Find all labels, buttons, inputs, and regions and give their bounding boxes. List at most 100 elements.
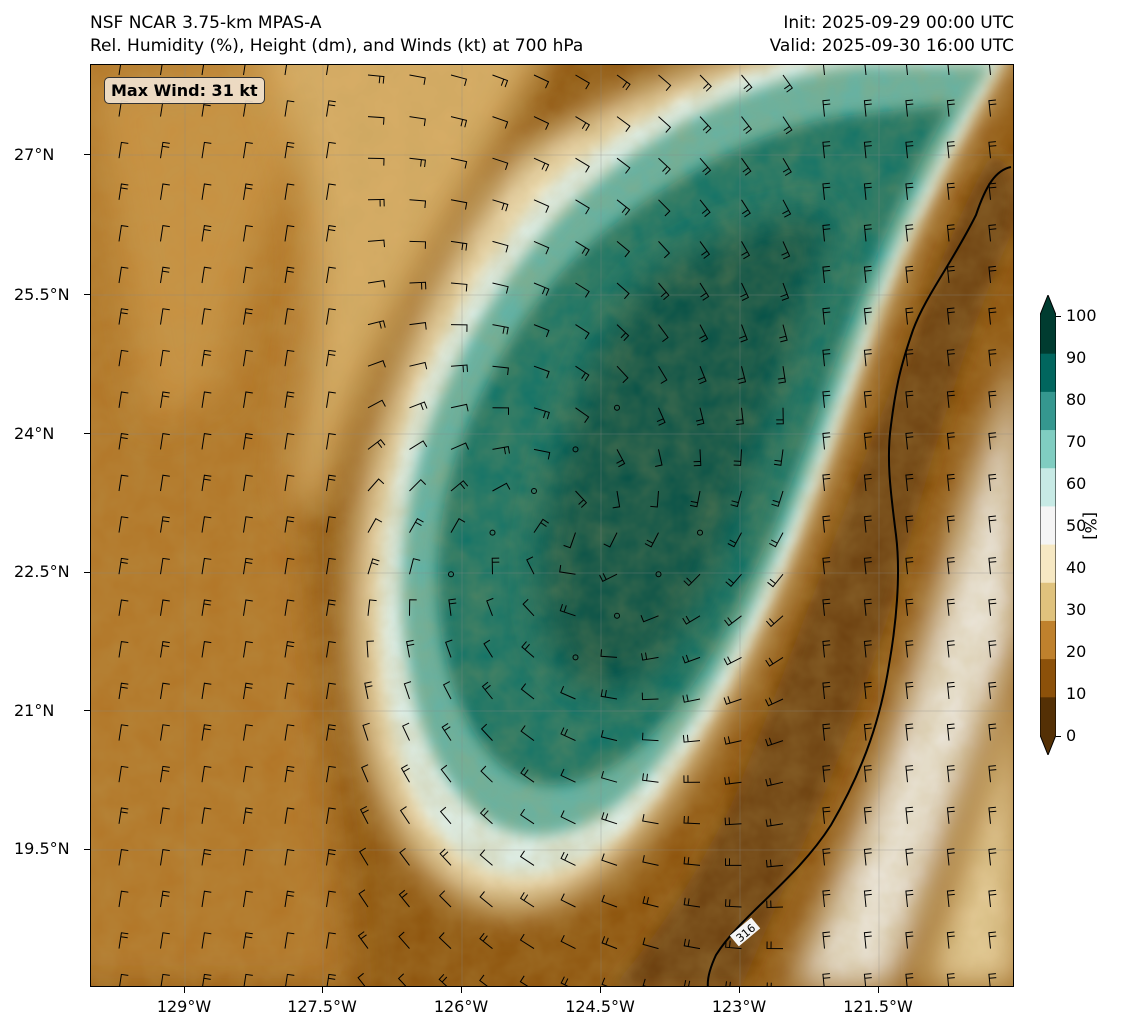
wind-barb	[201, 724, 212, 741]
wind-barb	[822, 806, 831, 824]
wind-barb	[118, 849, 129, 866]
height-contour-316	[706, 166, 1012, 986]
wind-barb	[864, 65, 867, 76]
wind-barb	[284, 807, 295, 824]
wind-barb	[863, 723, 872, 741]
wind-barb	[445, 639, 453, 658]
colorbar-tick-label: 60	[1066, 474, 1087, 493]
wind-barb	[243, 724, 253, 741]
wind-barb	[118, 349, 129, 367]
wind-barb	[491, 557, 500, 575]
calm-wind-marker	[448, 571, 454, 578]
wind-barb	[822, 557, 831, 575]
wind-barb	[362, 722, 370, 741]
wind-barb	[779, 324, 788, 343]
wind-barb	[781, 241, 791, 260]
colorbar-segment	[1040, 658, 1056, 698]
wind-barb	[988, 432, 997, 450]
wind-barb	[988, 931, 997, 949]
wind-barb	[559, 564, 576, 575]
colorbar-extend-min	[1040, 735, 1056, 755]
wind-barb	[284, 682, 295, 700]
wind-barb	[526, 556, 535, 575]
wind-barb	[782, 116, 793, 135]
wind-barb	[616, 241, 631, 258]
wind-barb	[326, 100, 336, 117]
wind-barb	[479, 807, 493, 825]
wind-barb	[243, 932, 253, 949]
wind-barb	[822, 224, 831, 242]
wind-barb	[640, 615, 659, 623]
wind-barb	[905, 557, 914, 575]
wind-barb	[683, 938, 701, 950]
wind-barb	[480, 765, 493, 783]
colorbar-segment	[1040, 315, 1056, 354]
wind-barb	[520, 808, 535, 825]
wind-barb	[160, 641, 170, 658]
wind-barb	[699, 282, 710, 301]
wind-barb	[822, 640, 831, 658]
wind-barb	[905, 598, 914, 616]
wind-barb	[326, 849, 336, 866]
wind-barb	[988, 65, 991, 76]
title-valid-time: Valid: 2025-09-30 16:00 UTC	[769, 36, 1014, 56]
wind-barb	[201, 308, 212, 325]
wind-barb	[284, 266, 295, 284]
calm-wind-marker	[697, 529, 703, 536]
wind-barb	[560, 685, 576, 700]
wind-barb	[616, 157, 631, 174]
wind-barb	[724, 615, 742, 627]
wind-barb	[438, 973, 448, 986]
wind-barb	[733, 449, 742, 466]
wind-barb	[822, 65, 825, 76]
wind-barb	[601, 812, 618, 825]
calm-wind-marker	[531, 488, 537, 494]
lat-tick	[84, 433, 90, 434]
wind-barb	[326, 724, 336, 741]
wind-barb	[600, 729, 618, 742]
wind-barb	[533, 74, 550, 89]
wind-barb	[905, 640, 914, 658]
lat-label-22-5n: 22.5°N	[14, 562, 70, 581]
wind-barb	[326, 349, 336, 367]
wind-barb	[766, 941, 784, 950]
wind-barb	[656, 407, 666, 426]
wind-barb	[409, 116, 426, 127]
lon-label-126w: 126°W	[433, 997, 489, 1016]
wind-barb	[988, 681, 997, 700]
wind-barb	[988, 557, 997, 575]
wind-barb	[655, 449, 663, 467]
wind-barb	[361, 764, 369, 783]
wind-barb	[822, 349, 831, 367]
wind-barb	[367, 280, 386, 288]
wind-barb	[440, 764, 452, 783]
wind-barb	[118, 557, 129, 575]
wind-barb	[946, 390, 955, 408]
wind-barb	[822, 307, 831, 325]
wind-barb	[575, 282, 590, 298]
wind-barb	[863, 349, 872, 367]
wind-barb	[409, 599, 417, 616]
wind-barb	[160, 973, 170, 986]
lon-label-121-5w: 121.5°W	[843, 997, 913, 1016]
wind-barb	[326, 474, 336, 492]
wind-barb	[616, 324, 630, 342]
wind-barb	[946, 473, 955, 492]
wind-barb	[160, 349, 170, 367]
wind-barb	[988, 889, 997, 908]
wind-barb	[367, 198, 385, 207]
wind-barb	[284, 433, 295, 450]
wind-barb	[118, 308, 129, 325]
calm-wind-marker	[655, 571, 662, 578]
colorbar-segment	[1040, 429, 1056, 469]
wind-barb	[822, 889, 831, 908]
wind-barb	[988, 515, 997, 533]
wind-barb	[699, 74, 712, 92]
wind-barb	[367, 239, 385, 248]
wind-barb	[326, 65, 329, 76]
wind-barb	[492, 240, 509, 253]
wind-barb	[988, 598, 997, 616]
wind-barb	[905, 224, 914, 242]
wind-barb	[284, 183, 295, 200]
wind-barb	[519, 892, 535, 908]
